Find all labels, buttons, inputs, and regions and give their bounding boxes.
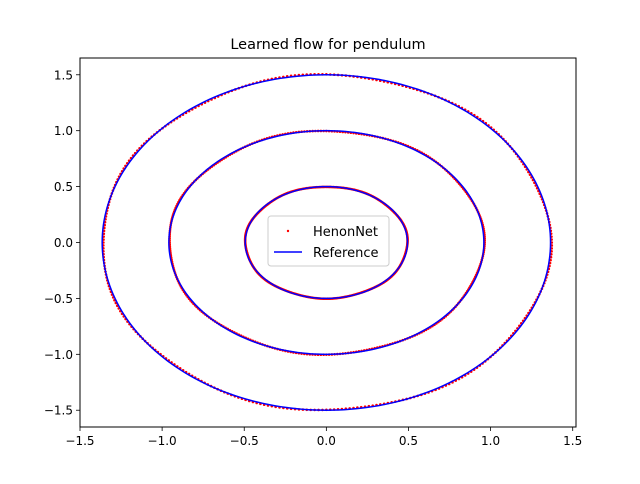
x-tick-label: −1.0 <box>148 434 177 448</box>
y-tick-label: −0.5 <box>44 292 73 306</box>
x-tick-label: 1.0 <box>481 434 500 448</box>
y-tick-label: 0.5 <box>54 180 73 194</box>
reference-orbit-2 <box>168 129 485 356</box>
legend: HenonNet Reference <box>267 215 390 267</box>
ticks-layer: −1.5 −1.0 −0.5 0.0 0.5 1.0 1.5 −1.5 −1.0 −0.5 0.0 0… <box>44 68 582 448</box>
legend-box <box>267 215 390 267</box>
x-tick-label: −1.5 <box>65 434 94 448</box>
y-tick-label: −1.0 <box>44 348 73 362</box>
y-tick-label: 1.0 <box>54 124 73 138</box>
legend-henonnet-marker <box>286 229 290 233</box>
x-tick-label: 1.5 <box>563 434 582 448</box>
chart-title: Learned flow for pendulum <box>230 37 425 53</box>
x-tick-label: 0.0 <box>317 434 336 448</box>
data-layer <box>101 72 554 412</box>
y-tick-label: −1.5 <box>44 404 73 418</box>
reference-orbit-3 <box>101 74 552 411</box>
y-tick-label: 0.0 <box>54 236 73 250</box>
reference-orbit-1 <box>244 185 409 300</box>
y-tick-label: 1.5 <box>54 68 73 82</box>
legend-henonnet-label: HenonNet <box>313 225 378 240</box>
x-tick-label: 0.5 <box>399 434 418 448</box>
x-tick-label: −0.5 <box>230 434 259 448</box>
legend-reference-label: Reference <box>313 246 378 261</box>
